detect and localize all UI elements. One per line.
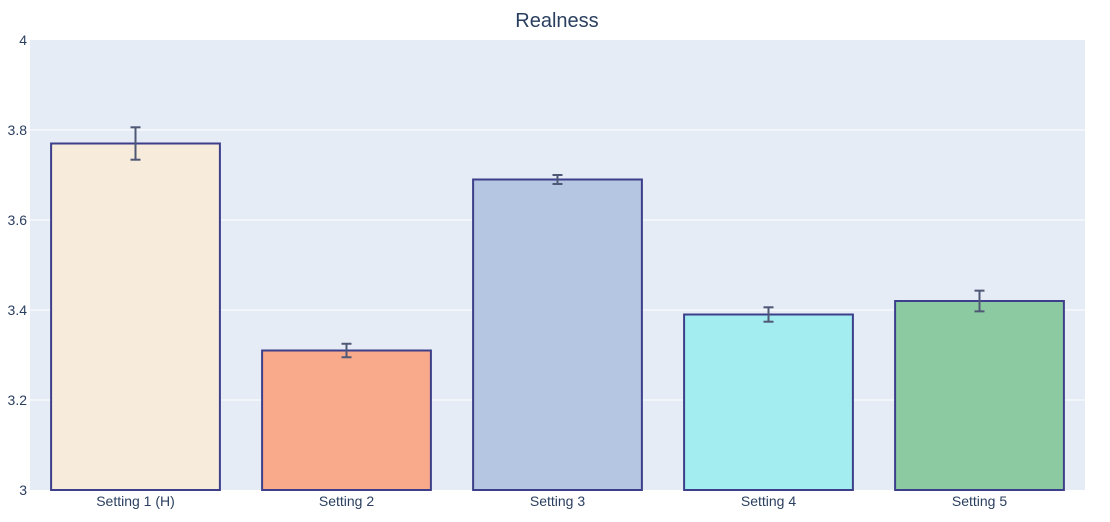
bar-2 xyxy=(261,349,432,491)
error-bar-4 xyxy=(763,306,774,323)
x-tick-label: Setting 2 xyxy=(319,493,374,509)
y-tick-label: 3.8 xyxy=(8,122,28,138)
bar-4 xyxy=(683,313,854,491)
bar-1 xyxy=(50,142,221,491)
y-tick-label: 3.4 xyxy=(8,302,28,318)
error-bar-1 xyxy=(130,126,141,161)
x-tick-label: Setting 5 xyxy=(952,493,1007,509)
bar-5 xyxy=(894,300,1065,491)
y-tick-label: 3.6 xyxy=(8,212,28,228)
error-bar-2 xyxy=(341,342,352,359)
x-tick-label: Setting 3 xyxy=(530,493,585,509)
y-tick-label: 4 xyxy=(19,32,27,48)
x-tick-label: Setting 1 (H) xyxy=(96,493,175,509)
chart-title: Realness xyxy=(515,10,598,32)
error-bars xyxy=(130,126,985,359)
bar-3 xyxy=(472,178,643,491)
x-tick-label: Setting 4 xyxy=(741,493,796,509)
bars xyxy=(50,142,1065,491)
y-tick-label: 3.2 xyxy=(8,392,28,408)
x-axis-ticks: Setting 1 (H) Setting 2 Setting 3 Setting 4… xyxy=(96,493,1007,509)
y-tick-label: 3 xyxy=(19,482,27,498)
error-bar-3 xyxy=(552,174,563,185)
y-axis-ticks: 3 3.2 3.4 3.6 3.8 4 xyxy=(8,32,28,498)
error-bar-5 xyxy=(974,289,985,313)
